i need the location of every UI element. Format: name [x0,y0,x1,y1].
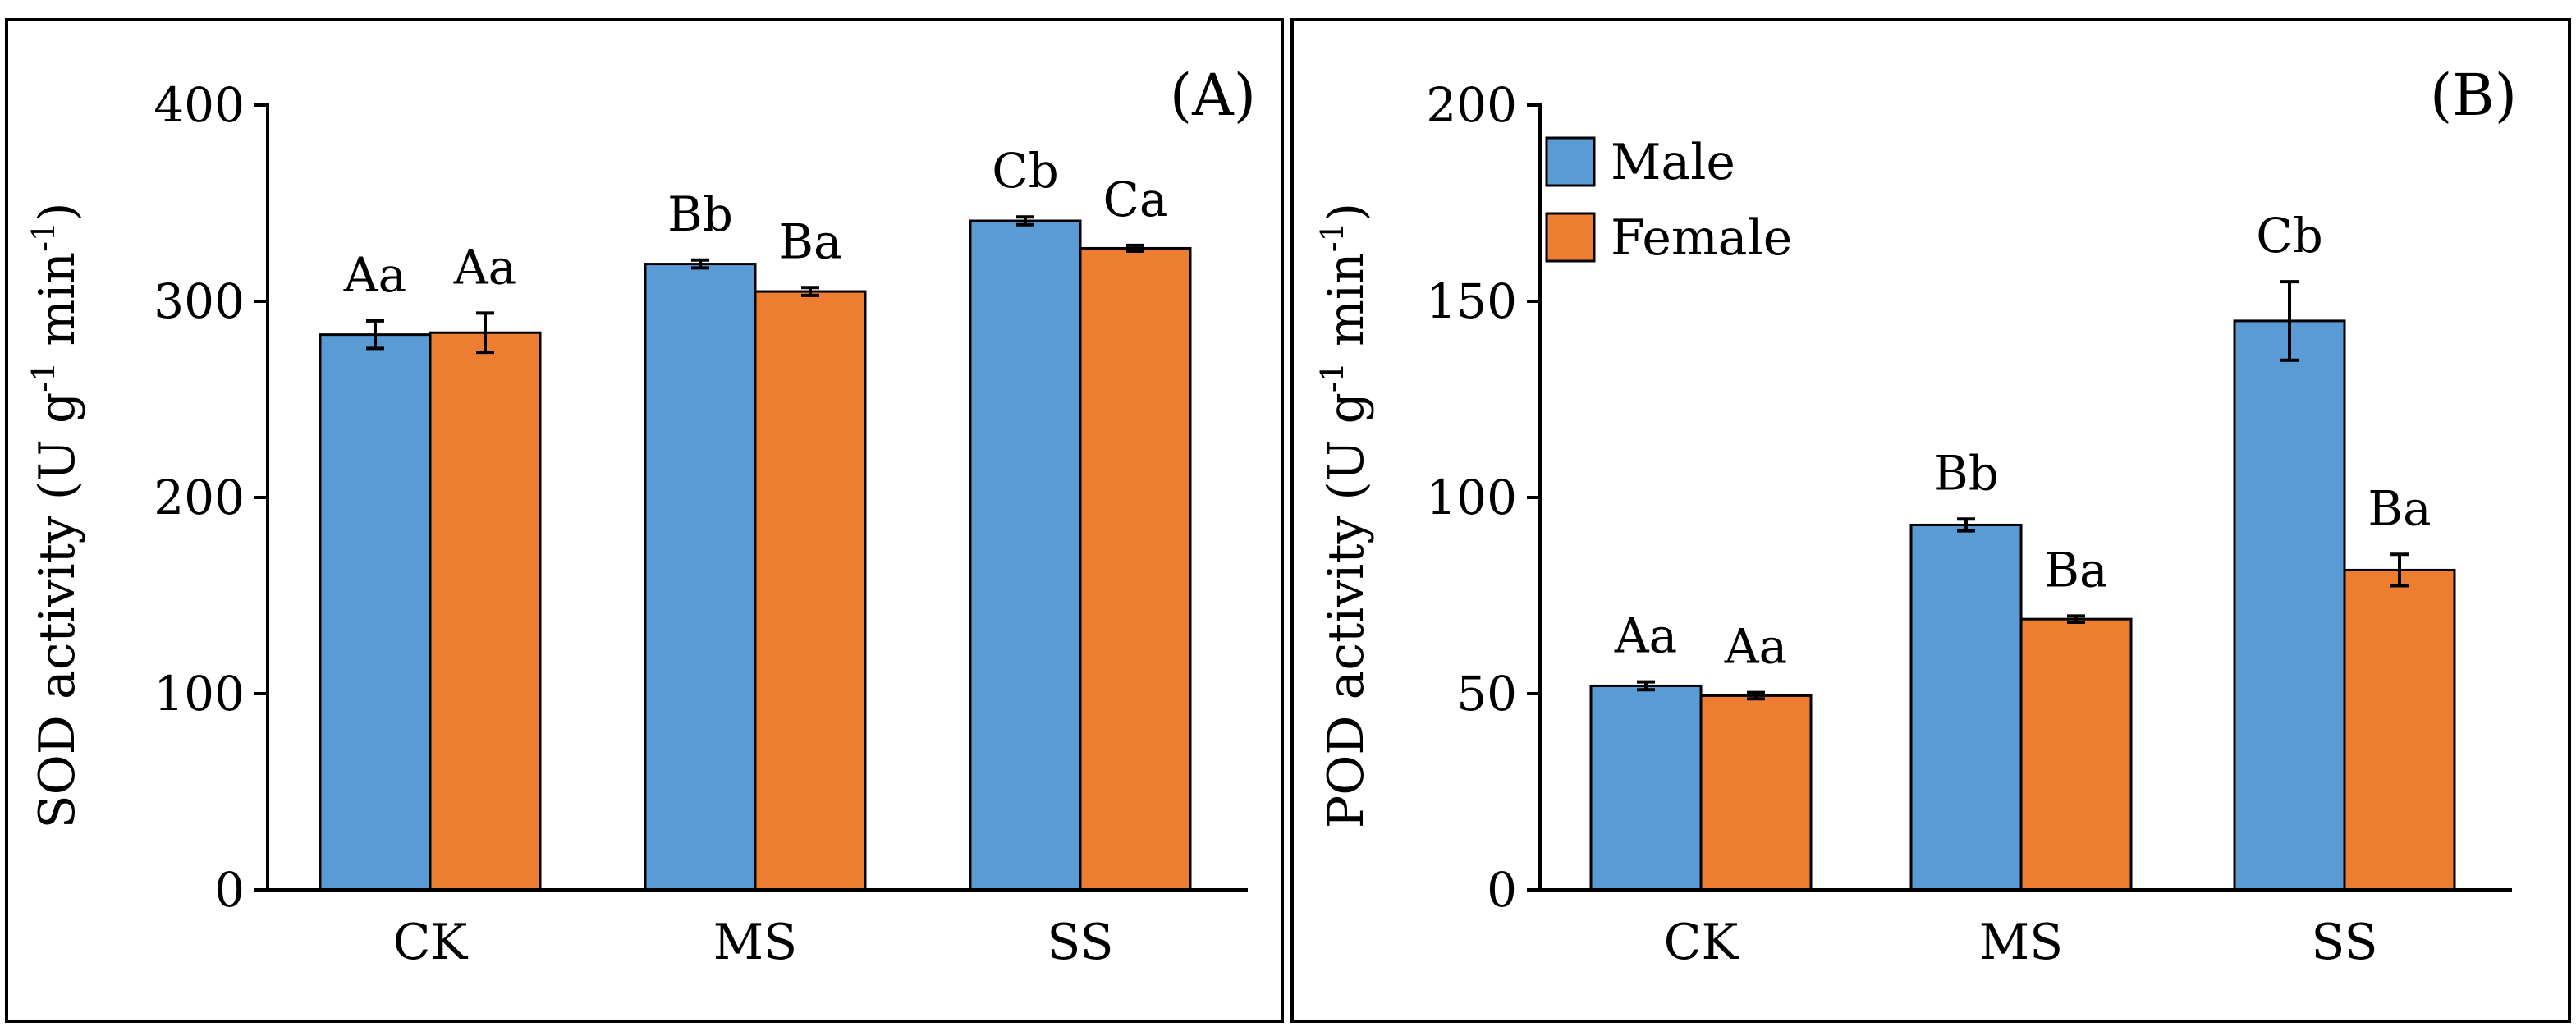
panel-b-bar-female-ck [1699,694,1813,892]
panel-b-bar-female-ms [2019,617,2133,892]
panel-a-y-tick-label: 0 [214,862,245,918]
panel-b-x-tick-label: MS [1979,914,2064,971]
panel-a-bar-female-ss [1079,246,1192,892]
panel-a-bars: Aa Bb Cb Aa Ba Ca [319,143,1192,892]
panel-b-x-tick-label: CK [1664,914,1739,971]
panel-a-y-ticks: 0 100 200 300 400 [154,77,268,918]
panel-a-bar-female-ck [429,331,542,892]
panel-b-axes [1538,103,2512,892]
panel-a-axes [266,103,1248,892]
panel-a-significance-label: Cb [992,143,1059,199]
panel-b-y-tick-label: 150 [1426,273,1517,329]
panel-b-significance-label: Cb [2256,208,2323,264]
panel-a-bar-male-ck [319,333,432,892]
panel-b-significance-label: Aa [1724,619,1787,675]
panel-a-significance-label: Bb [667,186,733,242]
panel-b-bar-male-ck [1589,684,1703,892]
panel-b-y-axis-label: POD activity (U g-1 min-1) [1314,203,1375,828]
panel-b-y-tick-label: 0 [1487,862,1517,918]
panel-b-significance-label: Ba [2367,480,2431,536]
panel-a-y-tick-label: 400 [154,77,245,133]
panel-a-significance-label: Ba [778,213,841,269]
panel-a-significance-label: Aa [343,247,406,303]
panel-a-y-axis-label: SOD activity (U g-1 min-1) [25,202,86,828]
panel-b-significance-label: Bb [1933,445,1999,501]
panel-a-x-tick-label: CK [393,914,469,971]
panel-a-frame [5,18,1284,1023]
panel-b-y-tick-label: 50 [1456,666,1517,722]
panel-a-y-tick-label: 200 [154,470,245,525]
chart-panel-a: (A) SOD activity (U g-1 min-1) 0 100 200 30… [5,18,1284,1023]
panel-b-x-tick-label: SS [2311,914,2377,971]
panel-a-x-ticks: CK MS SS [393,914,1114,971]
panel-b-bars: Aa Bb Cb Aa Ba Ba [1589,208,2456,892]
panel-b-bar-female-ss [2343,568,2456,892]
panel-b-y-ticks: 0 50 100 150 200 [1426,77,1540,918]
panel-a-y-tick-label: 100 [154,666,245,722]
legend-swatch-female [1545,212,1596,263]
panel-b-bar-male-ss [2233,319,2346,892]
panel-b-frame [1290,18,2571,1023]
panel-b-x-ticks: CK MS SS [1664,914,2378,971]
panel-a-bar-male-ss [969,219,1082,892]
panel-b-y-tick-label: 200 [1426,77,1517,133]
legend: Male Female [1545,134,1792,267]
legend-label-male: Male [1611,134,1735,191]
panel-b-bar-male-ms [1909,523,2023,892]
panel-b-y-tick-label: 100 [1426,470,1517,525]
panel-a-bar-female-ms [754,290,867,892]
panel-b-significance-label: Aa [1614,608,1677,664]
panel-a-significance-label: Aa [453,239,516,295]
legend-swatch-male [1545,136,1596,187]
panel-a-bar-male-ms [644,263,757,892]
chart-panel-b: (B) POD activity (U g-1 min-1) 0 50 100 150… [1290,18,2571,1023]
panel-a-x-tick-label: MS [713,914,798,971]
panel-b-label: (B) [2430,62,2517,129]
panel-a-y-tick-label: 300 [154,273,245,329]
legend-label-female: Female [1611,209,1792,267]
panel-a-x-tick-label: SS [1047,914,1113,971]
panel-a-label: (A) [1170,62,1256,129]
panel-b-significance-label: Ba [2044,542,2107,598]
panel-a-significance-label: Ca [1103,172,1168,227]
